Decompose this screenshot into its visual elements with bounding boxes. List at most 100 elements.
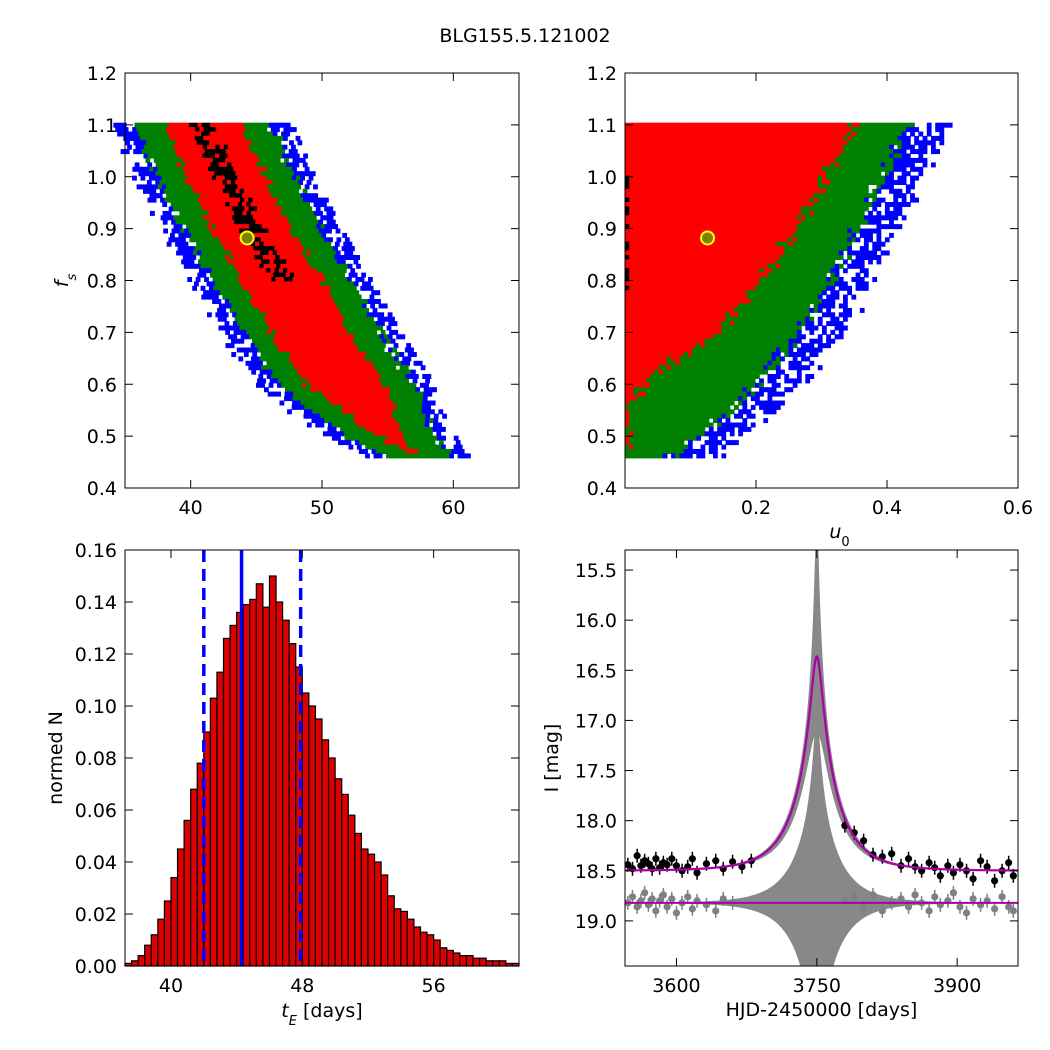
sigma1-cell [679,232,685,238]
sigma1-cell [371,404,377,410]
sigma1-cell [717,122,722,128]
sigma2-cell [272,356,277,362]
sigma1-cell [328,365,333,371]
sigma1-cell [646,202,651,207]
sigma1-cell [654,232,660,238]
sigma1-cell [265,206,271,212]
sigma1-cell [763,184,769,190]
sigma3-cell [296,400,302,406]
sigma3-cell [147,188,152,194]
sigma2-cell [880,122,886,128]
sigma1-cell [666,135,672,141]
sigma3-cell [287,127,293,133]
sigma2-cell [429,418,434,424]
sigma1-cell [750,228,756,234]
sigma1-cell [679,237,685,243]
sigma1-cell [348,382,354,388]
sigma2-cell [311,215,317,221]
sigma1-cell [792,153,798,159]
sigma3-cell [355,255,360,260]
sigma3-cell [318,219,324,225]
sigma2-cell [312,224,317,230]
sigma2-cell [260,162,266,168]
sigma1-cell [287,299,293,304]
sigma2-cell [398,369,404,375]
sigma3-cell [385,316,391,322]
sigma1-cell [813,180,819,185]
sigma1-cell [721,232,727,238]
sigma2-cell [436,453,442,459]
sigma3-cell [215,290,221,296]
sigma1-cell [683,131,689,137]
sigma1-cell [300,255,306,260]
sigma1-cell [700,127,706,133]
sigma3-cell [132,127,137,133]
sigma1-cell [675,237,681,243]
sigma1-cell [254,175,259,181]
sigma1-cell [767,255,773,260]
sigma1-cell [721,197,727,203]
sigma1-cell [780,232,785,238]
sigma1-cell [801,157,806,163]
sigma2-cell [333,409,339,415]
sigma3-cell [151,171,156,177]
sigma1-cell [679,224,685,230]
sigma1-cell [780,250,785,256]
sigma1-cell [755,250,760,256]
sigma2-cell [305,396,310,402]
sigma1-cell [367,360,373,366]
sigma1-cell [671,122,676,128]
sigma3-cell [901,193,907,199]
sigma1-cell [679,166,685,172]
sigma2-cell [415,444,421,450]
sigma1-cell [637,131,643,137]
sigma1-cell [704,250,710,256]
best-fit-region-cell [202,144,208,150]
sigma1-cell [637,259,643,265]
sigma2-cell [191,202,197,207]
sigma1-cell [263,241,269,247]
sigma2-cell [324,246,330,252]
sigma1-cell [729,197,735,203]
sigma1-cell [696,228,702,234]
sigma1-cell [788,228,794,234]
sigma2-cell [813,263,819,269]
sigma2-cell [217,241,222,247]
sigma2-cell [859,166,865,172]
sigma1-cell [341,334,347,340]
sigma2-cell [243,325,249,331]
sigma1-cell [388,400,394,406]
sigma1-cell [298,259,304,265]
sigma2-cell [397,400,402,406]
sigma1-cell [312,312,317,318]
sigma1-cell [687,135,693,141]
sigma1-cell [805,131,811,137]
sigma1-cell [734,237,739,243]
sigma3-cell [876,219,882,225]
sigma1-cell [276,241,281,247]
sigma1-cell [265,303,270,309]
sigma2-cell [420,435,425,441]
sigma1-cell [646,149,651,155]
sigma2-cell [194,246,200,252]
sigma1-cell [309,356,315,362]
sigma1-cell [780,175,785,181]
sigma2-cell [876,184,882,190]
best-fit-region-cell [255,228,261,234]
sigma1-cell [226,122,232,128]
sigma1-cell [270,268,276,274]
sigma1-cell [646,206,651,212]
sigma1-cell [822,144,827,150]
sigma1-cell [322,307,327,313]
sigma1-cell [641,122,647,128]
sigma1-cell [252,180,257,185]
sigma1-cell [256,272,261,278]
sigma1-cell [322,285,328,291]
sigma2-cell [159,162,165,168]
sigma2-cell [826,241,831,247]
sigma2-cell [209,250,215,256]
sigma1-cell [339,391,344,397]
sigma2-cell [235,303,241,309]
sigma1-cell [796,122,802,128]
sigma1-cell [322,391,328,397]
